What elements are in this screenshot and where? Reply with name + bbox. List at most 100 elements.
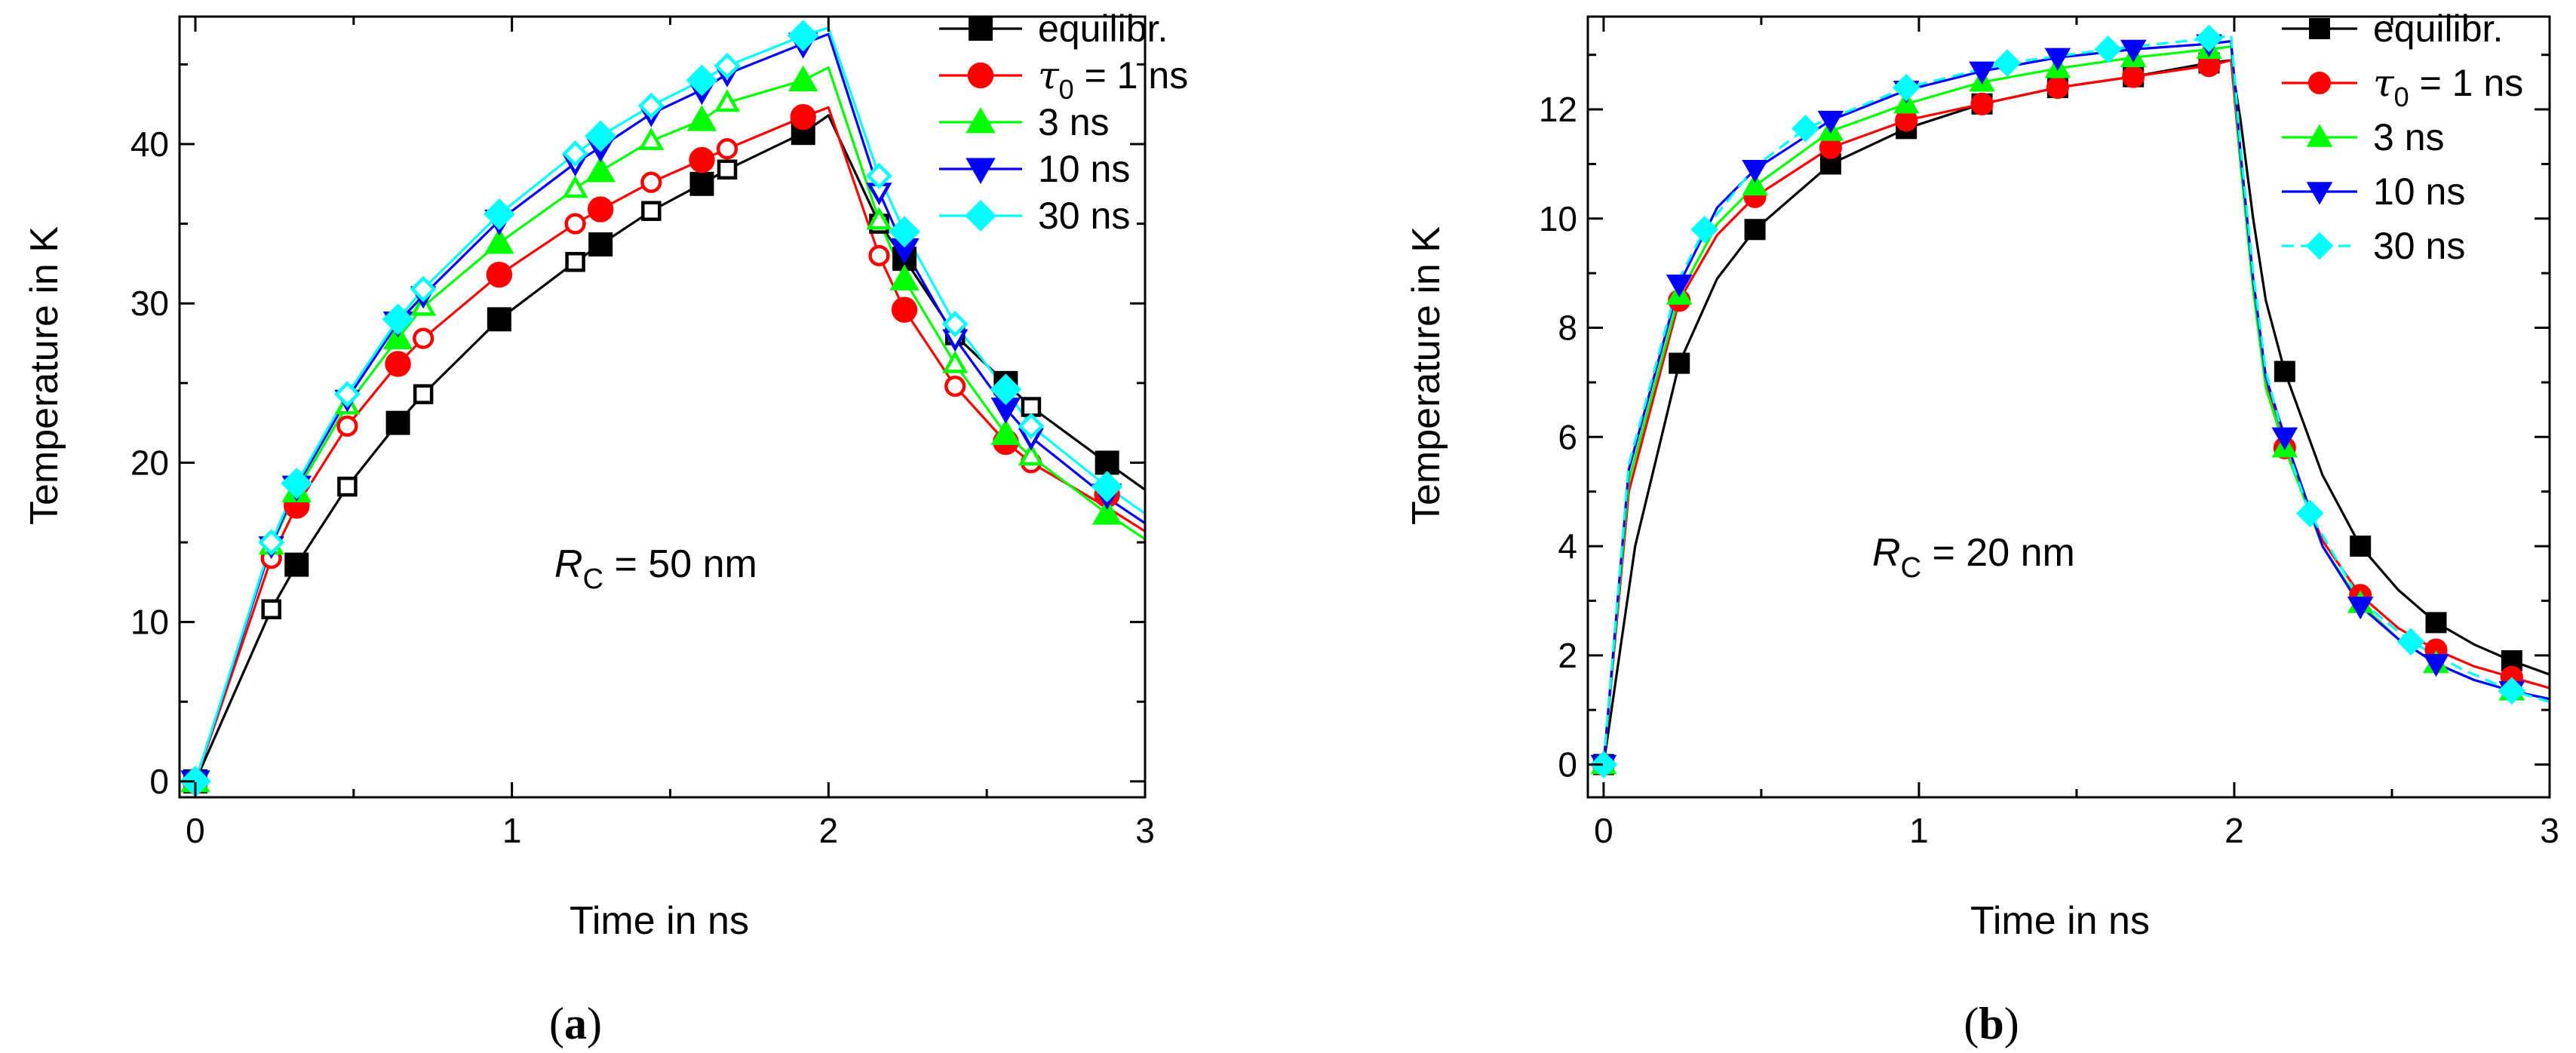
annotation-a: RC = 50 nm (554, 542, 757, 595)
data-point-b-2-2 (1742, 172, 1768, 196)
data-point-a-2-3 (484, 227, 514, 254)
data-point-b-4-3 (1892, 73, 1920, 102)
annotation-a-subscript: C (583, 563, 603, 595)
panel-a-markers (180, 20, 1123, 797)
data-point-b-4-5 (2094, 35, 2123, 63)
legend-marker-b-3 (2306, 182, 2333, 205)
x-tick-label-b-0: 0 (1594, 811, 1613, 850)
legend-marker-b-0 (2309, 18, 2330, 39)
data-point-open-a-4-8 (1018, 413, 1045, 440)
x-tick-label-a-3: 3 (1135, 811, 1155, 850)
data-point-a-4-5 (686, 64, 718, 97)
panel-label-b: (b) (1963, 999, 2019, 1048)
data-point-open-a-4-2 (410, 275, 437, 302)
data-point-b-0-2 (1744, 219, 1766, 241)
data-point-b-4-6 (2195, 24, 2223, 53)
legend-label-symbol-b-1: τ (2373, 61, 2395, 105)
panel-b-frame (1586, 15, 2551, 799)
data-point-a-1-6 (790, 103, 816, 130)
legend-label-subscript-a-1: 0 (1059, 74, 1074, 105)
data-point-b-4-1 (1690, 215, 1718, 244)
panel-a-frame (178, 15, 1147, 799)
data-point-b-4-2 (1792, 115, 1819, 143)
data-point-open-a-4-6 (865, 162, 892, 189)
panel-label-b-close: ) (2004, 999, 2019, 1048)
data-point-a-0-3 (487, 307, 511, 332)
legend-label-symbol-a-1: τ (1038, 54, 1060, 97)
data-point-a-4-8 (990, 373, 1022, 406)
data-point-b-1-7 (2122, 65, 2145, 88)
y-tick-label-b-3: 6 (1558, 417, 1577, 456)
data-point-open-a-2-4 (638, 127, 665, 150)
legend-label-rest-a-1: = 1 ns (1074, 54, 1189, 97)
plot-frame-b (1586, 15, 2551, 799)
legend-label-a-3: 10 ns (1038, 148, 1130, 190)
legend-marker-a-3 (966, 158, 996, 185)
data-point-a-1-2 (385, 351, 411, 377)
data-point-open-a-2-3 (562, 175, 588, 198)
data-point-open-a-1-7 (944, 375, 966, 398)
legend-label-b-3: 10 ns (2373, 170, 2465, 213)
data-point-b-3-7 (2120, 39, 2147, 63)
x-axis-label-a: Time in ns (570, 899, 749, 943)
data-point-b-3-2 (1742, 159, 1768, 183)
legend-marker-b-4 (2305, 232, 2334, 260)
data-point-open-a-2-6 (866, 207, 892, 230)
data-point-open-a-0-4 (641, 201, 662, 221)
y-axis-label-a: Temperature in K (23, 226, 66, 525)
data-point-a-0-2 (385, 410, 410, 435)
data-point-a-4-6 (787, 20, 819, 52)
data-point-a-1-4 (587, 196, 614, 223)
y-tick-label-a-1: 10 (130, 603, 169, 642)
data-point-a-1-5 (689, 146, 715, 173)
data-point-a-0-1 (284, 552, 309, 577)
data-point-b-0-9 (2274, 361, 2295, 382)
y-tick-label-b-1: 2 (1558, 636, 1577, 675)
panel-label-a-close: ) (587, 999, 602, 1048)
data-point-b-4-0 (1589, 751, 1618, 778)
data-point-open-a-1-4 (640, 171, 662, 193)
data-point-a-2-4 (585, 155, 616, 183)
data-point-open-a-2-7 (942, 350, 969, 373)
annotation-b-subscript: C (1901, 552, 1921, 584)
data-point-open-a-4-4 (637, 92, 665, 119)
panel-b-markers (1589, 24, 2526, 778)
annotation-b: RC = 20 nm (1872, 531, 2075, 584)
x-tick-label-a-0: 0 (186, 811, 205, 850)
data-point-a-2-9 (1091, 499, 1122, 525)
data-point-b-4-7 (2295, 499, 2324, 527)
data-point-open-a-4-7 (941, 311, 969, 338)
data-point-a-2-5 (686, 105, 717, 131)
y-tick-label-b-6: 12 (1539, 90, 1577, 129)
legend-label-b-1: τ0 = 1 ns (2373, 61, 2523, 112)
data-point-b-0-1 (1669, 352, 1690, 374)
data-point-open-a-4-5 (714, 52, 741, 79)
data-point-b-4-8 (2396, 628, 2425, 656)
panel-label-a-letter: a (564, 999, 587, 1048)
data-point-a-4-1 (281, 467, 313, 499)
data-point-open-a-0-5 (717, 159, 738, 180)
data-point-b-3-1 (1666, 274, 1693, 298)
annotation-b-symbol: R (1872, 531, 1901, 575)
plot-frame-a (178, 15, 1147, 799)
legend-marker-b-1 (2307, 71, 2332, 95)
y-axis-label-b: Temperature in K (1405, 226, 1448, 525)
data-point-a-0-4 (588, 232, 613, 257)
legend-label-b-0: equilibr. (2373, 8, 2503, 50)
data-point-b-4-4 (1993, 49, 2022, 77)
series-line-b-4 (1602, 34, 2550, 765)
x-tick-label-a-2: 2 (819, 811, 839, 850)
legend-label-a-1: τ0 = 1 ns (1038, 54, 1188, 105)
data-point-open-a-0-1 (337, 476, 358, 497)
data-point-open-a-4-0 (258, 529, 285, 556)
data-point-open-a-4-3 (562, 140, 589, 167)
data-point-a-4-2 (382, 303, 414, 336)
data-point-b-0-10 (2350, 536, 2372, 557)
legend-marker-a-1 (967, 62, 994, 89)
legend-label-a-2: 3 ns (1038, 101, 1110, 143)
data-point-open-a-0-3 (565, 252, 585, 272)
data-point-b-3-11 (2423, 653, 2449, 677)
